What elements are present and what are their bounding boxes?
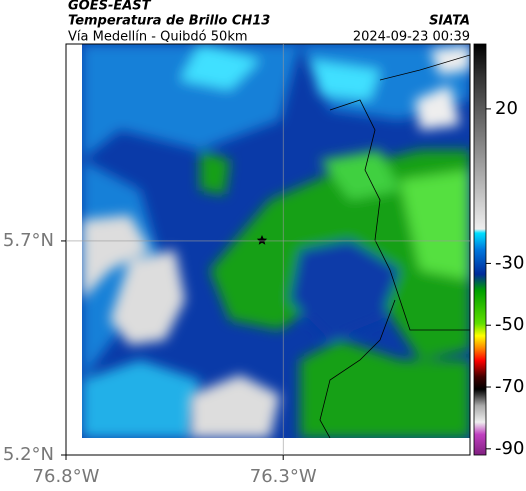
colorbar — [473, 43, 487, 456]
colorbar-tick-label: -90 — [495, 438, 524, 459]
colorbar-tick-label: -70 — [495, 376, 524, 397]
station-marker — [256, 235, 268, 245]
x-tick-label: 76.8°W — [33, 466, 100, 487]
datetime: 2024-09-23 00:39 — [353, 30, 470, 45]
title-line: Temperatura de Brillo CH13 — [68, 14, 270, 29]
x-tick-label: 76.3°W — [250, 466, 317, 487]
colorbar-tick-label: -30 — [495, 252, 524, 273]
y-tick-label: 5.7°N — [3, 230, 54, 251]
border — [319, 99, 470, 438]
map-frame — [65, 43, 471, 456]
y-tick-label: 5.2°N — [3, 444, 54, 465]
satellite-image — [82, 44, 470, 438]
border — [379, 54, 470, 81]
subtitle: Vía Medellín - Quibdó 50km — [68, 30, 248, 45]
colorbar-tick-label: -50 — [495, 314, 524, 335]
title-line: GOES-EAST — [68, 0, 152, 14]
colorbar-tick-label: 20 — [495, 98, 518, 119]
source: SIATA — [429, 14, 470, 29]
